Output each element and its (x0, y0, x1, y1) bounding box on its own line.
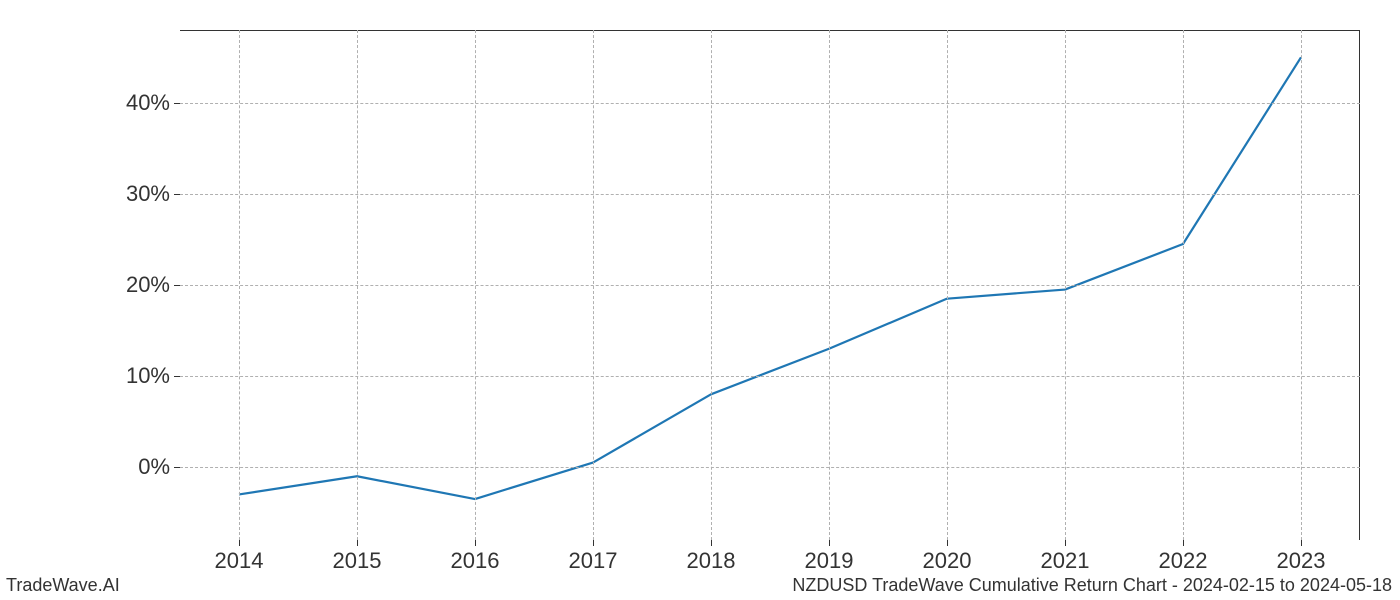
x-tick-label: 2023 (1277, 548, 1326, 574)
grid-line-vertical (947, 30, 948, 540)
footer-caption: NZDUSD TradeWave Cumulative Return Chart… (792, 575, 1392, 596)
x-tick-mark (1301, 540, 1302, 546)
y-tick-label: 0% (138, 454, 170, 480)
x-tick-mark (593, 540, 594, 546)
grid-line-vertical (711, 30, 712, 540)
x-tick-mark (1065, 540, 1066, 546)
x-tick-label: 2020 (923, 548, 972, 574)
x-tick-label: 2022 (1159, 548, 1208, 574)
grid-line-vertical (1065, 30, 1066, 540)
x-tick-mark (711, 540, 712, 546)
grid-line-vertical (475, 30, 476, 540)
x-tick-mark (829, 540, 830, 546)
x-tick-label: 2018 (687, 548, 736, 574)
x-tick-label: 2015 (333, 548, 382, 574)
cumulative-return-line (239, 57, 1301, 499)
grid-line-vertical (239, 30, 240, 540)
x-tick-label: 2021 (1041, 548, 1090, 574)
grid-line-vertical (593, 30, 594, 540)
x-tick-label: 2017 (569, 548, 618, 574)
x-tick-label: 2016 (451, 548, 500, 574)
grid-line-vertical (1183, 30, 1184, 540)
footer-brand: TradeWave.AI (6, 575, 120, 596)
x-tick-label: 2019 (805, 548, 854, 574)
y-tick-mark (174, 103, 180, 104)
x-tick-label: 2014 (215, 548, 264, 574)
y-tick-mark (174, 285, 180, 286)
y-tick-label: 30% (126, 181, 170, 207)
x-tick-mark (1183, 540, 1184, 546)
x-tick-mark (475, 540, 476, 546)
x-tick-mark (357, 540, 358, 546)
y-tick-mark (174, 194, 180, 195)
x-tick-mark (947, 540, 948, 546)
y-tick-mark (174, 467, 180, 468)
y-tick-mark (174, 376, 180, 377)
grid-line-vertical (1301, 30, 1302, 540)
chart-plot-area (180, 30, 1360, 540)
grid-line-vertical (357, 30, 358, 540)
y-tick-label: 20% (126, 272, 170, 298)
grid-line-vertical (829, 30, 830, 540)
y-tick-label: 10% (126, 363, 170, 389)
x-tick-mark (239, 540, 240, 546)
y-tick-label: 40% (126, 90, 170, 116)
